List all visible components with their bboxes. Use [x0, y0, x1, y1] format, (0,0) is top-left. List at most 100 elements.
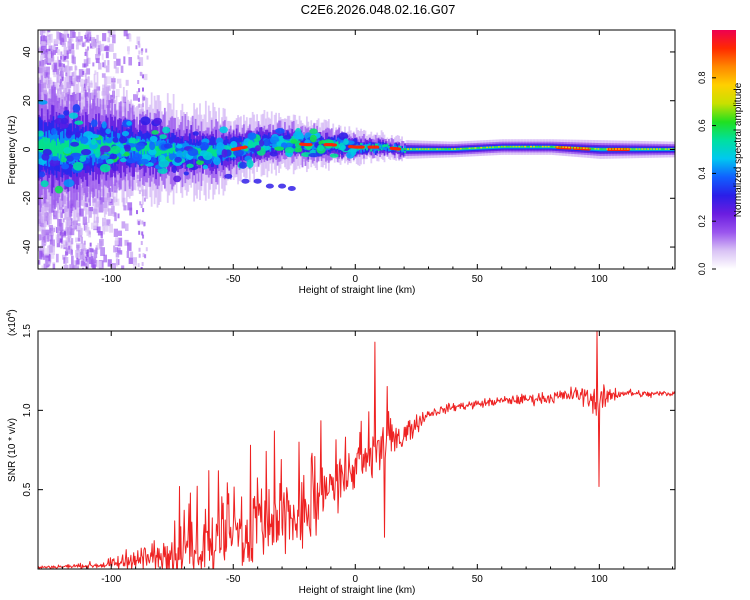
noise-cell [77, 228, 83, 238]
snr-frame [37, 330, 676, 570]
ridge-cell [519, 146, 522, 148]
noise-cell [86, 227, 90, 236]
ridge-cell [525, 146, 528, 148]
noise-cell [96, 226, 101, 233]
noise-cell [138, 61, 141, 66]
ridge-cell [42, 137, 45, 154]
ridge-blob [112, 137, 119, 143]
noise-cell [79, 208, 84, 217]
noise-cell [67, 246, 72, 255]
ridge-core [565, 146, 568, 149]
ridge-cell [377, 142, 380, 148]
noise-cell [62, 218, 65, 223]
ridge-cell [437, 148, 440, 151]
ridge-core [500, 145, 503, 148]
ridge-cell [71, 141, 74, 157]
ridge-blob [163, 143, 173, 149]
noise-cell [41, 44, 47, 50]
ridge-blob [233, 149, 244, 157]
secondary-trace-blob [241, 178, 250, 184]
noise-cell [67, 41, 72, 50]
ridge-cell [420, 148, 422, 151]
ridge-blob [309, 128, 318, 135]
noise-cell [115, 89, 120, 98]
noise-cell [105, 51, 109, 59]
noise-cell [109, 223, 114, 233]
ridge-blob [162, 126, 171, 134]
ridge-cell [401, 148, 403, 151]
noise-cell [39, 245, 45, 255]
ridge-cell [443, 148, 446, 151]
ridge-cell [383, 145, 386, 150]
noise-cell [88, 231, 91, 238]
noise-cell [83, 257, 86, 262]
noise-cell [65, 52, 69, 59]
ridge-core [571, 146, 574, 149]
ridge-blob [90, 138, 97, 146]
noise-cell [63, 257, 66, 264]
ridge-blob [219, 126, 228, 134]
ridge-peak [396, 147, 402, 151]
ridge-blob [159, 134, 167, 140]
noise-cell [63, 264, 69, 269]
noise-cell [138, 50, 141, 55]
ridge-blob [94, 148, 101, 158]
ridge-core [647, 148, 650, 150]
noise-cell [143, 197, 146, 202]
noise-cell [117, 237, 123, 247]
ridge-core [404, 148, 407, 150]
ridge-cell [534, 146, 537, 148]
ridge-blob [196, 159, 205, 166]
y-tick-label: 20 [22, 95, 33, 107]
noise-cell [116, 78, 122, 84]
noise-cell [41, 240, 45, 248]
ridge-blob [142, 132, 151, 139]
noise-cell [128, 34, 132, 42]
ridge-cell [467, 148, 469, 150]
noise-cell [115, 237, 119, 245]
ridge-core [521, 145, 524, 148]
noise-cell [82, 253, 85, 258]
ridge-cell [531, 146, 534, 148]
ridge-core [541, 145, 544, 148]
noise-cell [120, 65, 124, 73]
ridge-cell [364, 145, 367, 153]
ridge-blob [43, 137, 50, 145]
ridge-core [594, 148, 597, 150]
ridge-cell [370, 146, 373, 151]
noise-cell [126, 250, 130, 258]
ridge-core [632, 148, 635, 150]
noise-cell [82, 267, 85, 269]
y-tick-label: 40 [22, 46, 33, 58]
noise-cell [102, 62, 105, 68]
snr-multiplier-exponent: 4 [6, 313, 13, 317]
ridge-blob [100, 127, 107, 135]
noise-cell [101, 217, 107, 227]
noise-cell [59, 222, 64, 232]
snr-series-line [38, 331, 675, 569]
ridge-cell [592, 148, 595, 151]
noise-cell [40, 36, 43, 45]
noise-cell [97, 40, 102, 48]
noise-cell [62, 240, 67, 248]
noise-cell [124, 239, 129, 246]
noise-cell [95, 247, 98, 255]
noise-cell [103, 60, 107, 69]
ridge-blob [238, 161, 248, 169]
ridge-peak [374, 145, 380, 149]
x-tick-label: 50 [472, 274, 484, 285]
noise-cell [90, 259, 95, 268]
noise-cell [140, 266, 143, 269]
ridge-blob [99, 155, 110, 160]
ridge-blob [343, 138, 349, 145]
ridge-blob [275, 128, 285, 134]
ridge-cell [540, 146, 543, 148]
snr-y-ticks: 0.5 1.0 1.5 [22, 324, 675, 497]
ridge-core [427, 148, 430, 150]
ridge-core [424, 148, 427, 150]
ridge-core [518, 145, 521, 148]
noise-cell [117, 213, 120, 219]
noise-cell [63, 65, 68, 73]
ridge-cell [464, 148, 466, 150]
